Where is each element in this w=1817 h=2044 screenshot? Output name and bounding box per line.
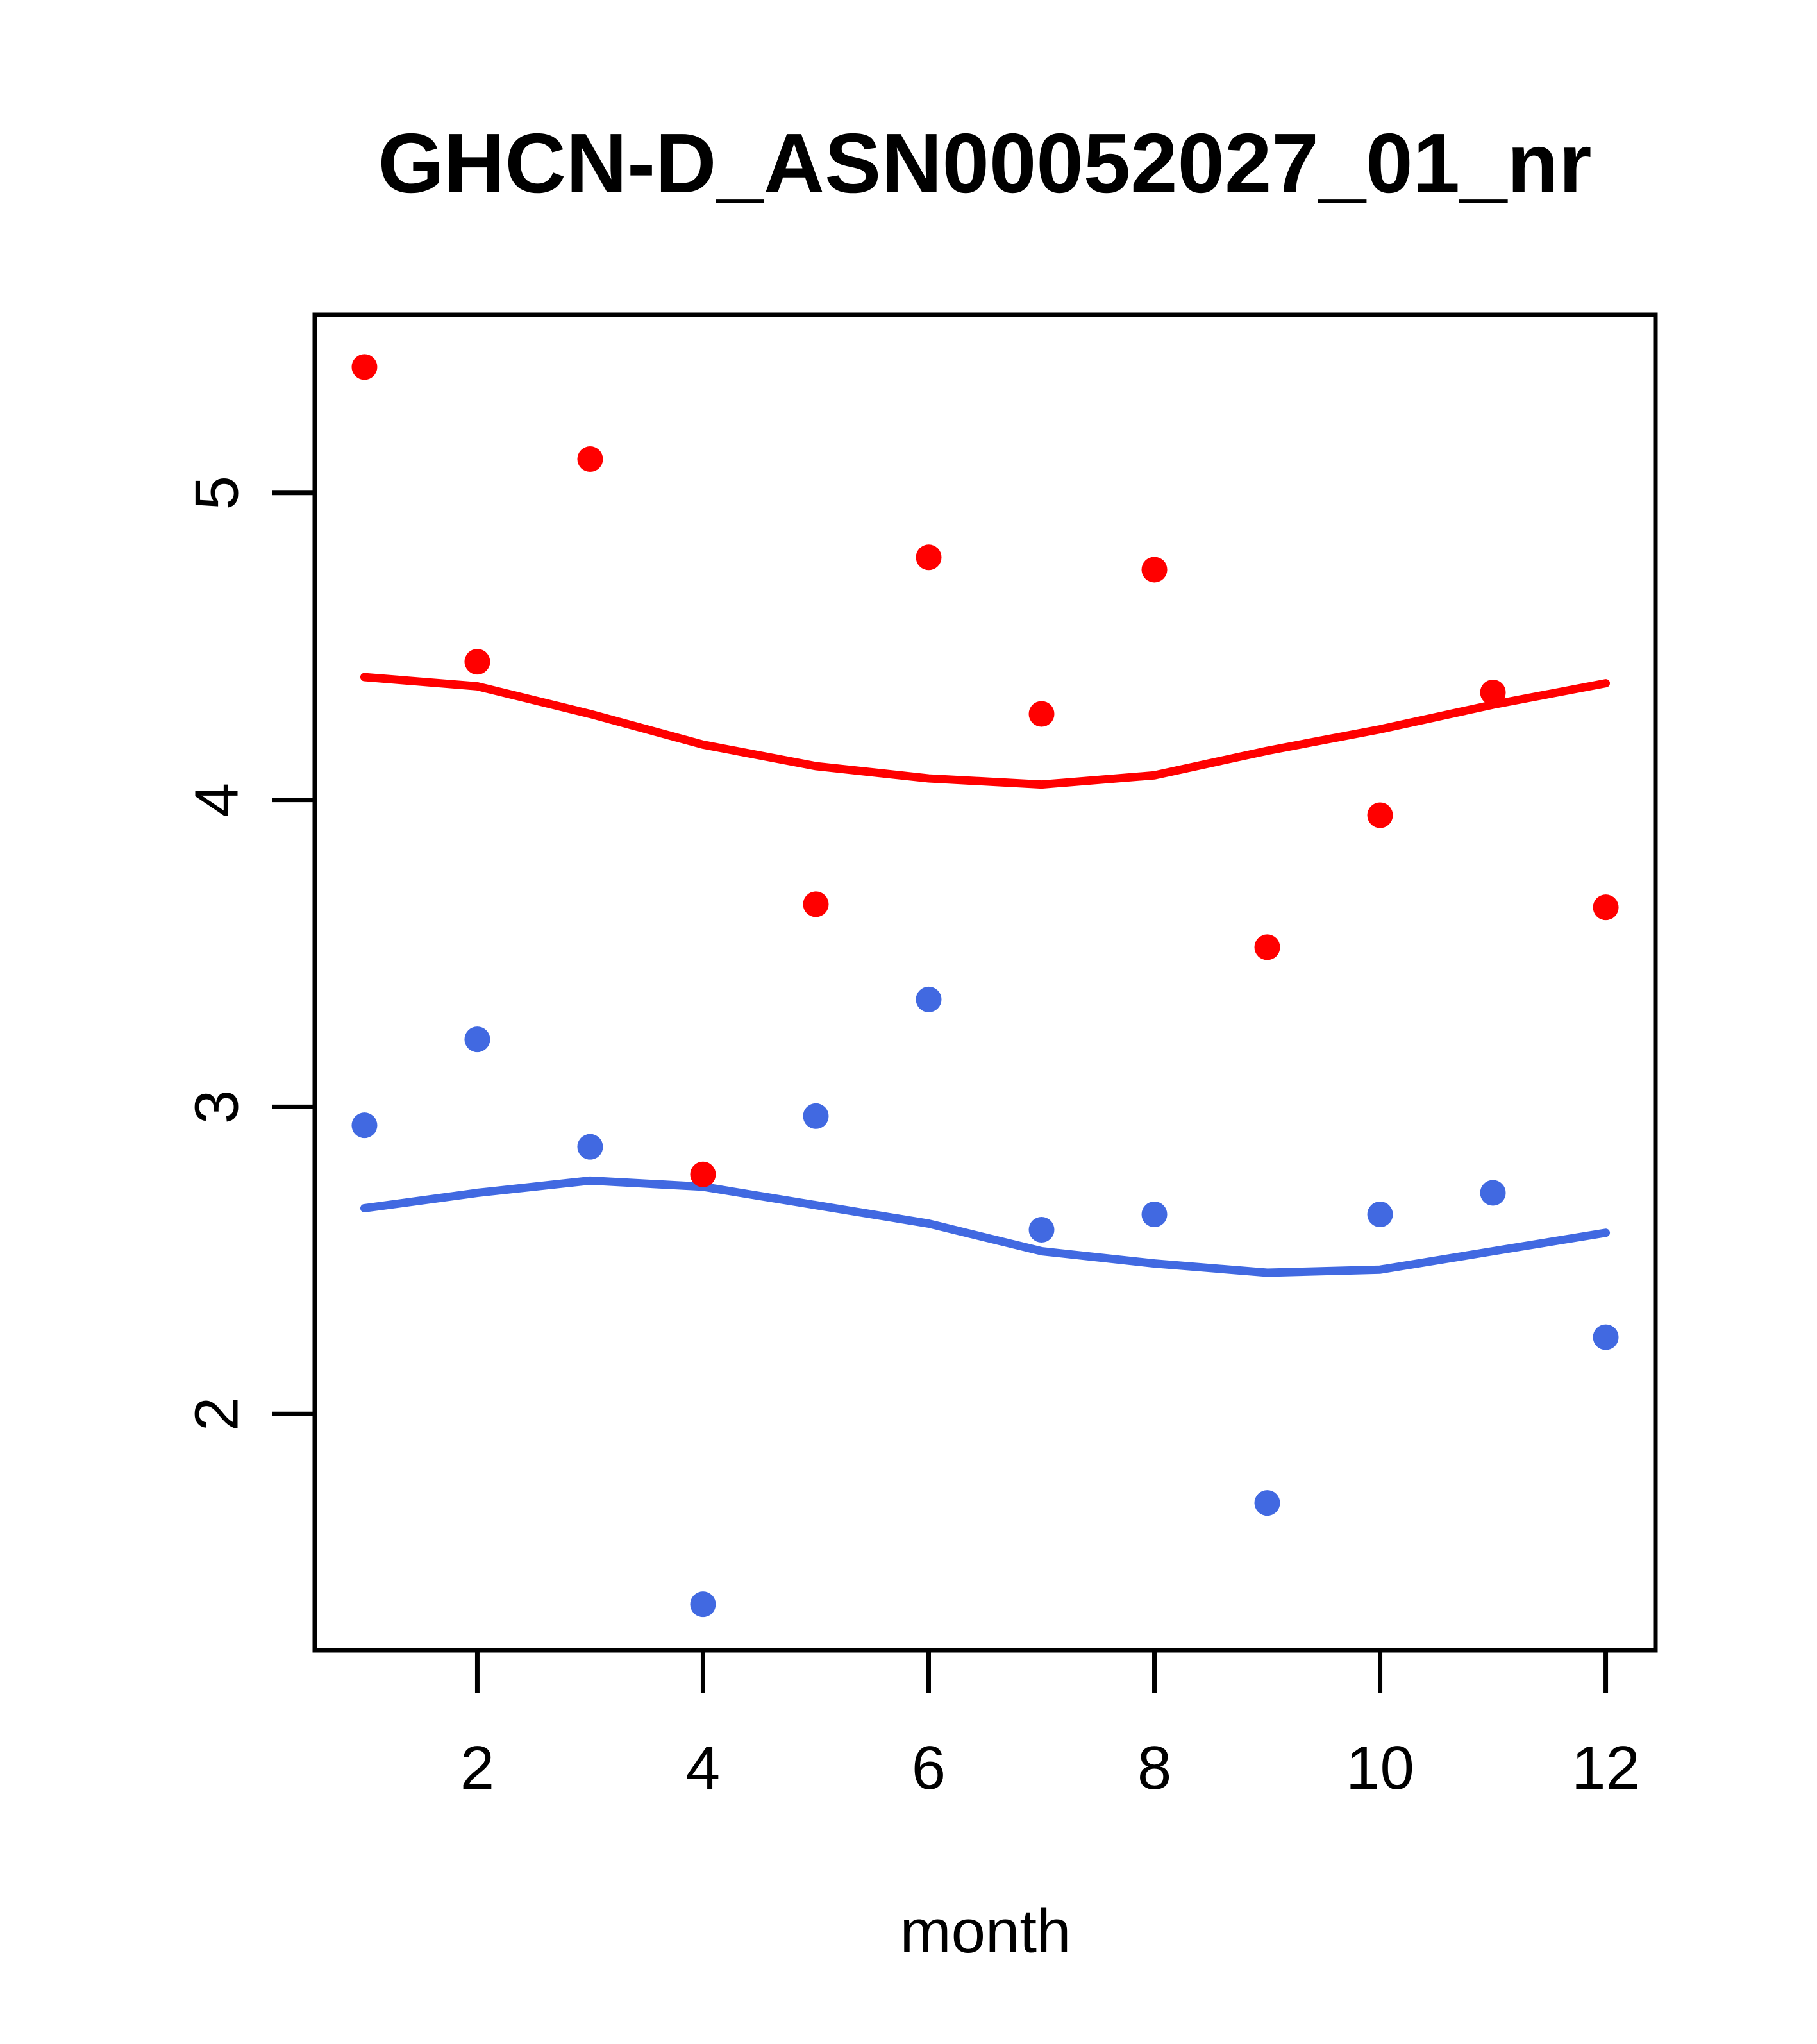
blue-point-month-10 [1367,1202,1393,1228]
blue-smooth-line [360,1176,1611,1277]
red-point-month-9 [1254,934,1280,960]
red-point-month-8 [1141,557,1168,583]
red-point-month-7 [1028,701,1055,727]
red-point-month-12 [1593,894,1619,921]
data-points-layer [351,354,1619,1618]
plot-border-box [312,312,1658,1653]
chart-title: GHCN-D_ASN00052027_01_nr [378,116,1592,210]
blue-point-month-6 [916,986,942,1012]
blue-point-month-4 [690,1591,716,1618]
y-tick-label: 3 [183,1090,251,1124]
plot-box-layer [312,312,1658,1653]
blue-point-month-12 [1593,1324,1619,1350]
blue-point-month-1 [351,1112,378,1139]
smooth-lines-layer [360,673,1611,1277]
axis-ticks-layer [272,490,1609,1693]
blue-point-month-7 [1028,1216,1055,1243]
x-axis-title: month [900,1897,1071,1966]
y-tick-labels-layer: 2 3 4 5 [183,476,251,1431]
y-tick-label: 5 [183,476,251,510]
blue-point-month-11 [1480,1180,1506,1206]
y-tick-label: 2 [183,1397,251,1431]
blue-point-month-2 [464,1026,490,1053]
x-tick-label: 12 [1571,1734,1640,1802]
red-point-month-3 [577,446,603,473]
x-tick-label: 4 [686,1734,720,1802]
blue-point-month-5 [803,1103,829,1129]
blue-point-month-3 [577,1134,603,1160]
y-tick-label: 4 [183,783,251,817]
red-point-month-2 [464,649,490,675]
x-tick-label: 10 [1346,1734,1414,1802]
x-tick-label: 2 [460,1734,494,1802]
x-tick-label: 8 [1137,1734,1171,1802]
red-point-month-5 [803,891,829,917]
red-point-month-11 [1480,679,1506,705]
red-smooth-line [360,673,1611,789]
red-point-month-1 [351,354,378,380]
red-point-month-6 [916,544,942,571]
x-tick-labels-layer: 2 4 6 8 10 12 [460,1734,1640,1802]
red-point-month-4 [690,1161,716,1187]
x-tick-label: 6 [912,1734,946,1802]
blue-point-month-9 [1254,1490,1280,1516]
blue-point-month-8 [1141,1202,1168,1228]
red-point-month-10 [1367,802,1393,828]
